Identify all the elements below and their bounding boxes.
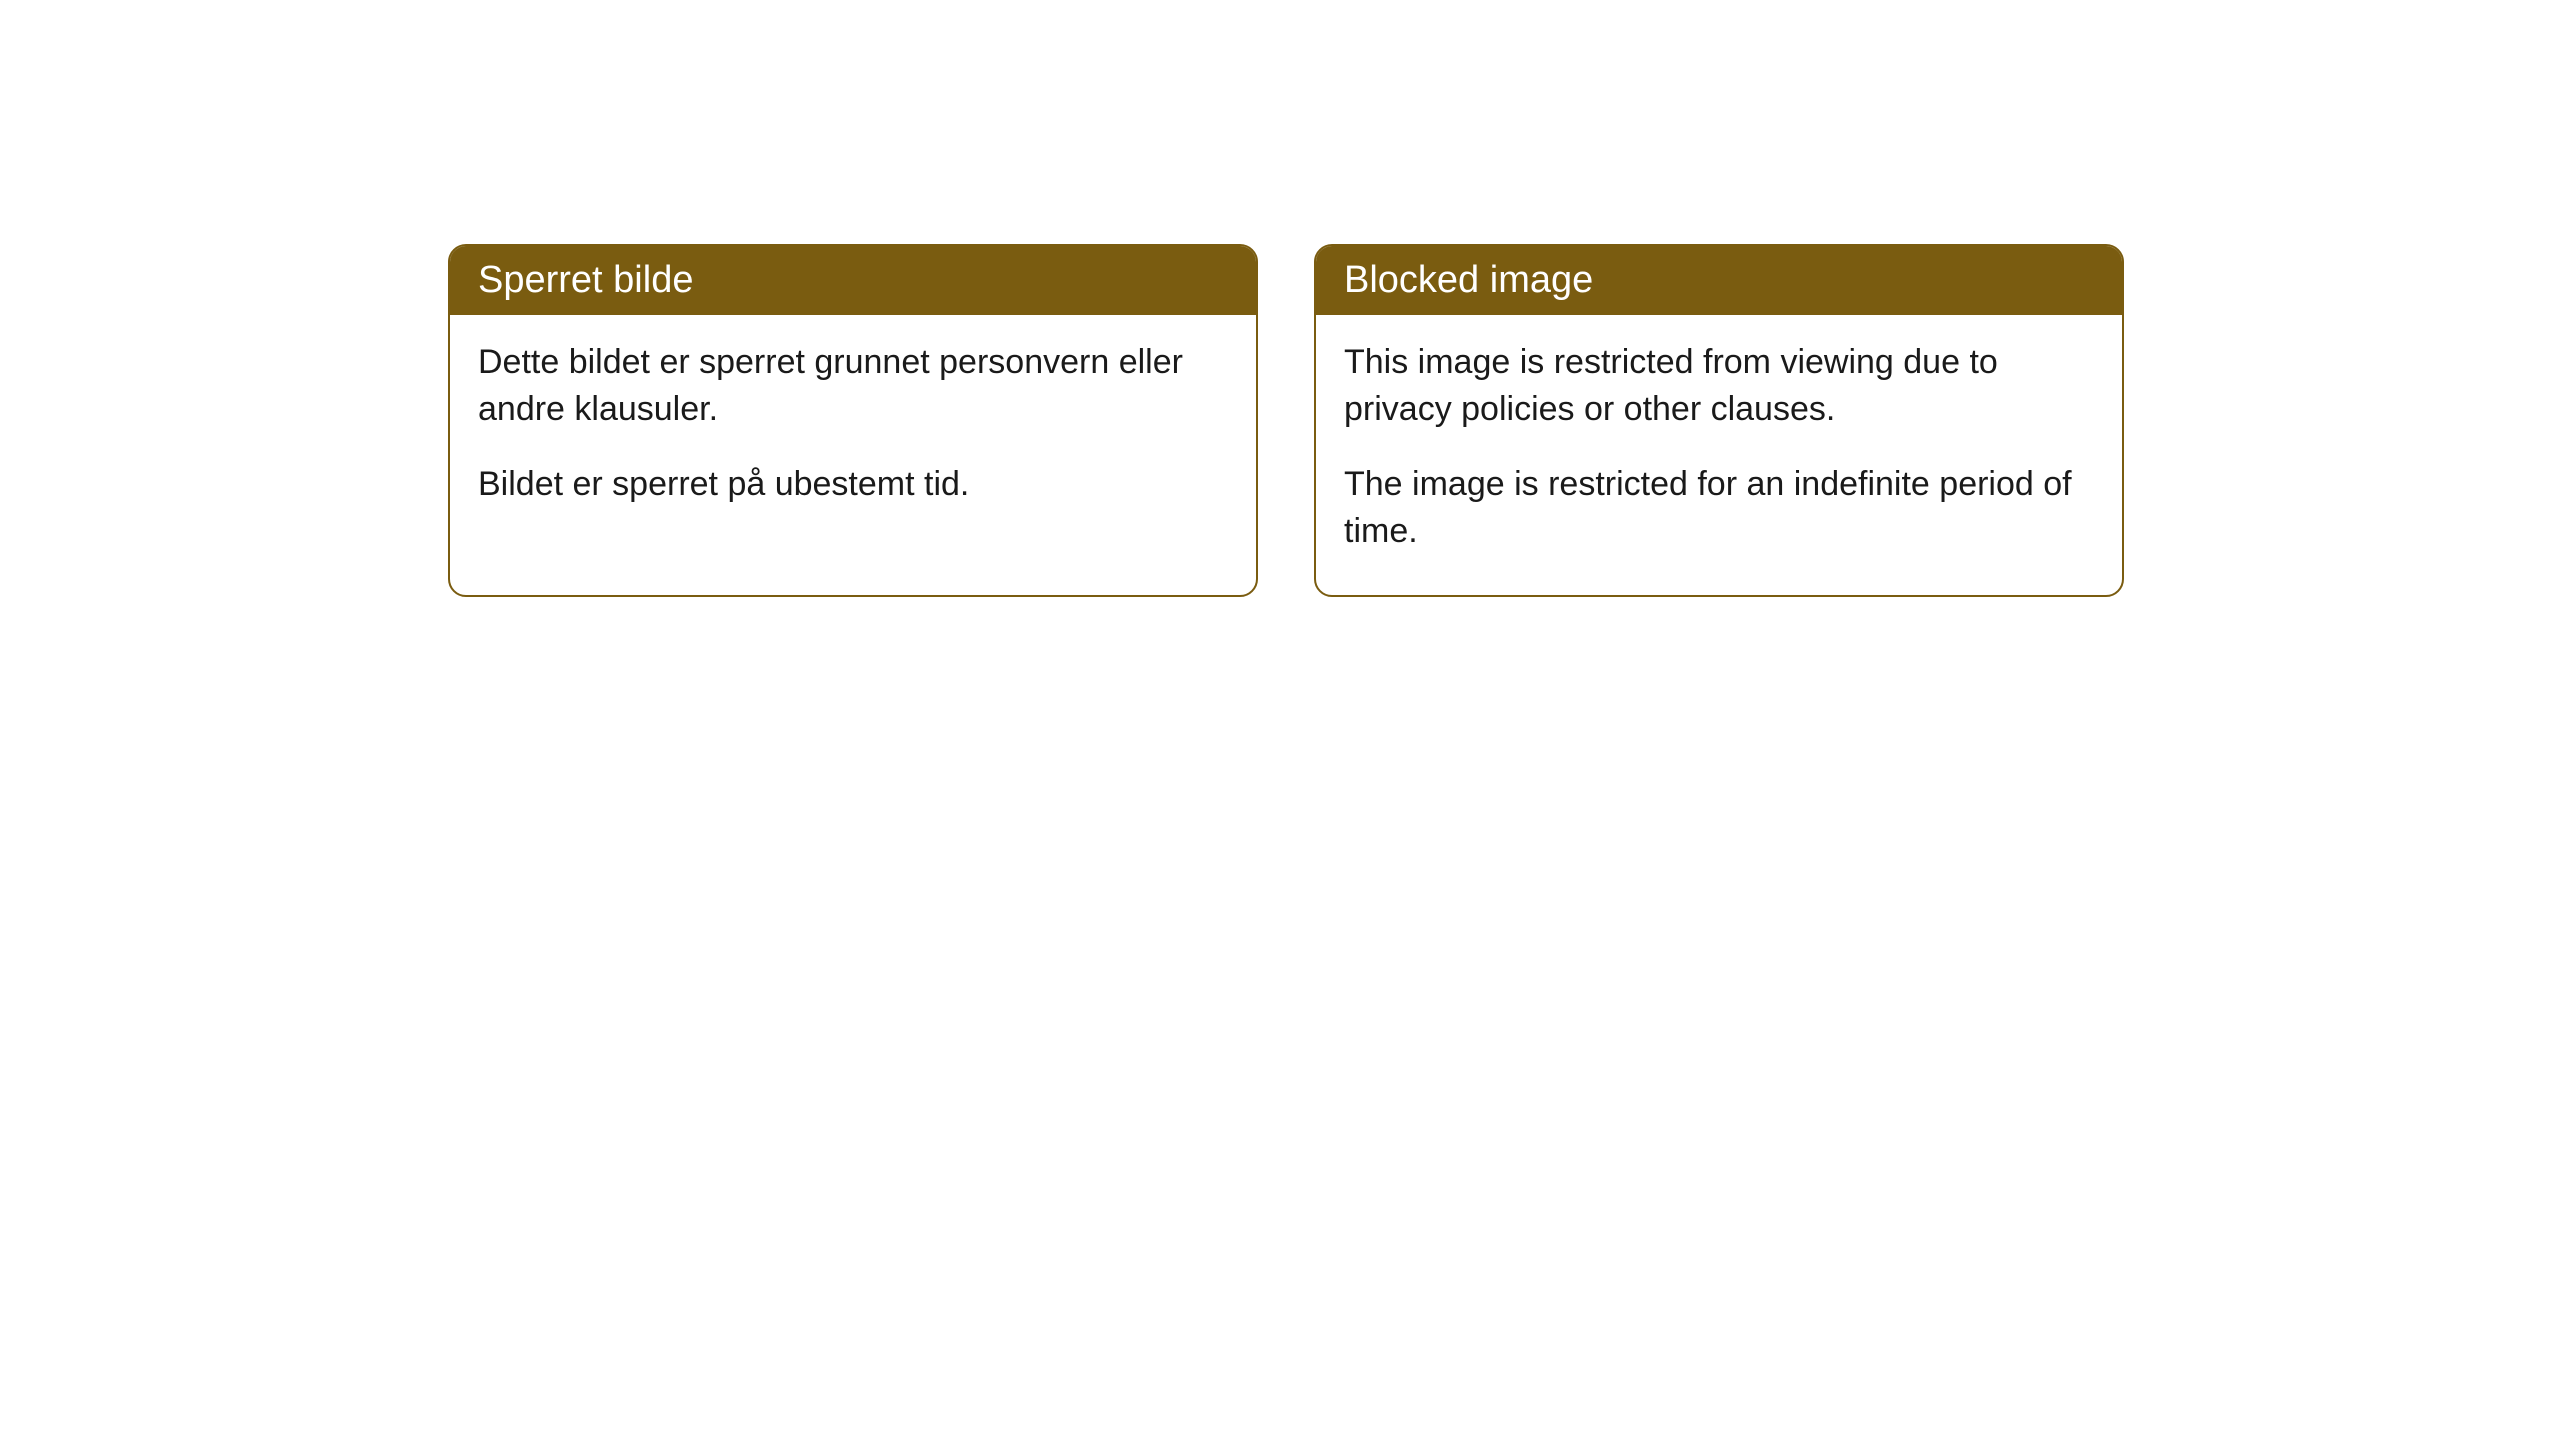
notice-cards-container: Sperret bilde Dette bildet er sperret gr… (448, 244, 2560, 597)
card-title: Sperret bilde (478, 259, 693, 301)
card-body: Dette bildet er sperret grunnet personve… (450, 315, 1256, 548)
card-paragraph: The image is restricted for an indefinit… (1344, 461, 2094, 555)
card-paragraph: This image is restricted from viewing du… (1344, 339, 2094, 433)
card-paragraph: Bildet er sperret på ubestemt tid. (478, 461, 1228, 508)
card-header: Blocked image (1316, 246, 2122, 315)
card-header: Sperret bilde (450, 246, 1256, 315)
card-title: Blocked image (1344, 259, 1593, 301)
blocked-image-card-english: Blocked image This image is restricted f… (1314, 244, 2124, 597)
card-body: This image is restricted from viewing du… (1316, 315, 2122, 595)
card-paragraph: Dette bildet er sperret grunnet personve… (478, 339, 1228, 433)
blocked-image-card-norwegian: Sperret bilde Dette bildet er sperret gr… (448, 244, 1258, 597)
